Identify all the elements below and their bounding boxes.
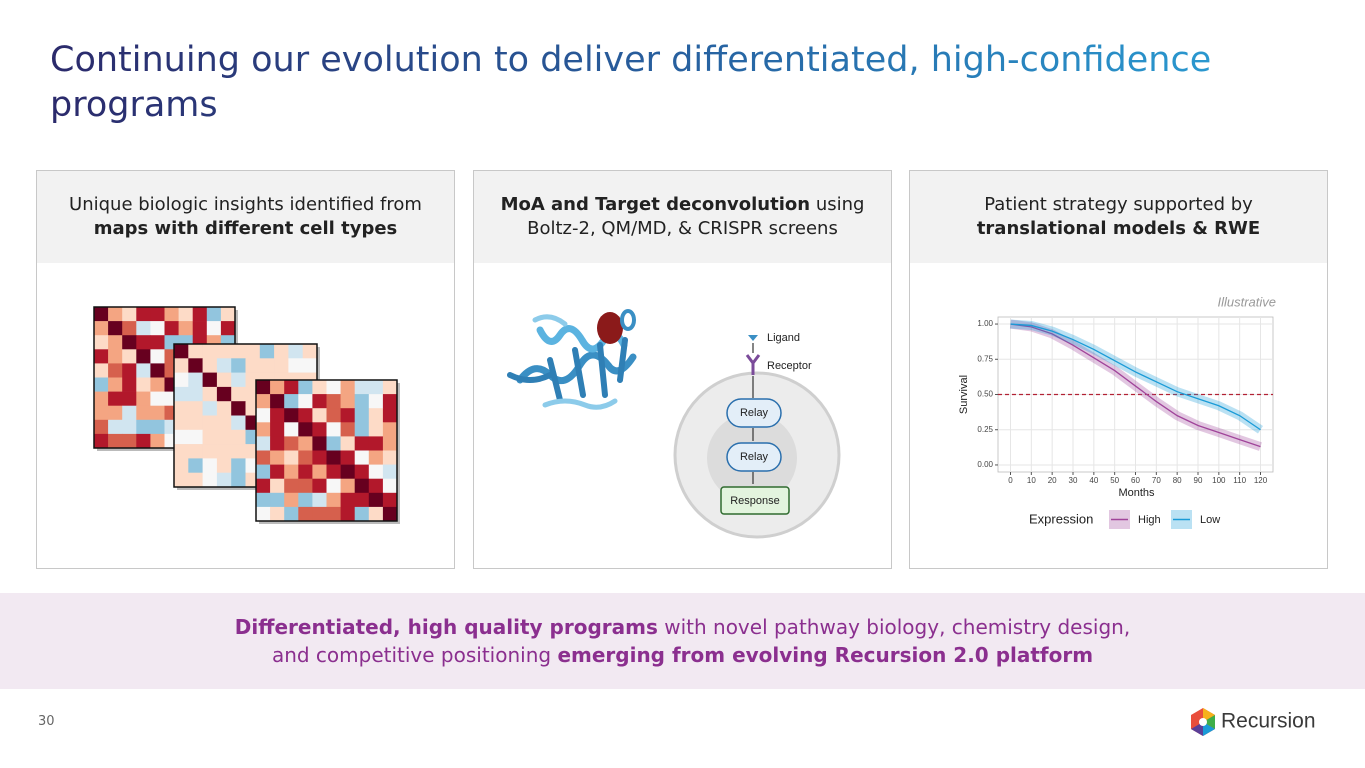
banner-line: and competitive positioning emerging fro… [0, 641, 1365, 669]
panel-header: Patient strategy supported by translatio… [910, 171, 1327, 263]
panel-header: MoA and Target deconvolution using Boltz… [474, 171, 891, 263]
logo-text: Recursion [1221, 710, 1316, 733]
header-bold: translational models & RWE [976, 218, 1261, 239]
logo-icon [1191, 708, 1215, 736]
logo-icon [1203, 715, 1215, 729]
header-text: Boltz-2, QM/MD, & CRISPR screens [527, 218, 838, 239]
header-text: Patient strategy supported by [984, 194, 1253, 215]
header-text: using [815, 194, 865, 215]
logo-icon [1203, 708, 1215, 722]
header-bold: MoA and Target deconvolution [500, 194, 811, 215]
banner-bold: Differentiated, high quality programs [234, 615, 658, 639]
logo-icon [1203, 722, 1215, 736]
header-text: Unique biologic insights identified from [69, 194, 422, 215]
banner-line: Differentiated, high quality programs wi… [0, 613, 1365, 641]
header-bold: maps with different cell types [93, 218, 398, 239]
banner-text: with novel pathway biology, chemistry de… [664, 615, 1131, 639]
header-line: MoA and Target deconvolution using [474, 193, 891, 217]
page-number: 30 [38, 714, 55, 729]
banner-bold: emerging from evolving Recursion 2.0 pla… [557, 643, 1094, 667]
panel: Patient strategy supported by translatio… [909, 170, 1328, 569]
banner-text: and competitive positioning [271, 643, 552, 667]
logo-icon [1199, 718, 1207, 726]
logo-icon [1191, 722, 1203, 736]
logo: Recursion [1191, 708, 1316, 736]
banner: Differentiated, high quality programs wi… [0, 593, 1365, 689]
panel: MoA and Target deconvolution using Boltz… [473, 170, 892, 569]
panel: Unique biologic insights identified from… [36, 170, 455, 569]
panel-header: Unique biologic insights identified from… [37, 171, 454, 263]
slide-title: Continuing our evolution to deliver diff… [50, 38, 1310, 128]
